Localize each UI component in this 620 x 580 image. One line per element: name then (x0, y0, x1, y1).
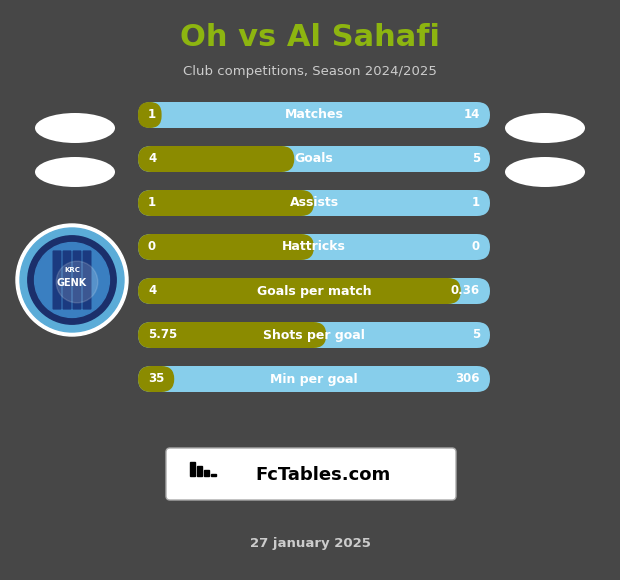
Text: 0.36: 0.36 (451, 285, 480, 298)
Text: Goals per match: Goals per match (257, 285, 371, 298)
Text: 4: 4 (148, 285, 156, 298)
Circle shape (28, 236, 116, 324)
Ellipse shape (35, 113, 115, 143)
Bar (211, 474, 216, 476)
Ellipse shape (505, 157, 585, 187)
Text: Matches: Matches (285, 108, 343, 121)
Text: 35: 35 (148, 372, 164, 386)
Ellipse shape (505, 113, 585, 143)
Text: Shots per goal: Shots per goal (263, 328, 365, 342)
Text: 5: 5 (472, 328, 480, 342)
FancyBboxPatch shape (138, 146, 294, 172)
Text: 306: 306 (456, 372, 480, 386)
Text: 4: 4 (148, 153, 156, 165)
Text: 0: 0 (148, 241, 156, 253)
FancyBboxPatch shape (138, 190, 314, 216)
Text: 0: 0 (472, 241, 480, 253)
FancyBboxPatch shape (138, 278, 461, 304)
FancyBboxPatch shape (138, 102, 162, 128)
FancyBboxPatch shape (138, 366, 174, 392)
Ellipse shape (35, 157, 115, 187)
FancyBboxPatch shape (138, 190, 490, 216)
Text: 1: 1 (148, 108, 156, 121)
Text: 14: 14 (464, 108, 480, 121)
Text: Min per goal: Min per goal (270, 372, 358, 386)
Text: Hattricks: Hattricks (282, 241, 346, 253)
Text: 1: 1 (472, 197, 480, 209)
FancyBboxPatch shape (82, 251, 92, 310)
FancyBboxPatch shape (138, 234, 490, 260)
Bar (197, 466, 202, 476)
Text: 5: 5 (472, 153, 480, 165)
Text: 1: 1 (148, 197, 156, 209)
Text: KRC: KRC (64, 267, 80, 273)
FancyBboxPatch shape (138, 366, 490, 392)
Bar (204, 470, 209, 476)
FancyBboxPatch shape (166, 448, 456, 500)
Text: Oh vs Al Sahafi: Oh vs Al Sahafi (180, 24, 440, 53)
Circle shape (35, 242, 110, 317)
FancyBboxPatch shape (73, 251, 81, 310)
FancyBboxPatch shape (138, 146, 490, 172)
FancyBboxPatch shape (138, 322, 490, 348)
Bar (190, 462, 195, 476)
Text: Assists: Assists (290, 197, 339, 209)
Text: 5.75: 5.75 (148, 328, 177, 342)
FancyBboxPatch shape (53, 251, 61, 310)
Text: Goals: Goals (294, 153, 334, 165)
Text: GENK: GENK (57, 278, 87, 288)
Circle shape (56, 261, 98, 303)
FancyBboxPatch shape (138, 322, 326, 348)
Text: Club competitions, Season 2024/2025: Club competitions, Season 2024/2025 (183, 66, 437, 78)
FancyBboxPatch shape (63, 251, 71, 310)
FancyBboxPatch shape (138, 102, 490, 128)
Circle shape (16, 224, 128, 336)
Text: 27 january 2025: 27 january 2025 (250, 536, 370, 549)
Circle shape (20, 228, 124, 332)
Text: FcTables.com: FcTables.com (255, 466, 391, 484)
FancyBboxPatch shape (138, 278, 490, 304)
FancyBboxPatch shape (138, 234, 314, 260)
